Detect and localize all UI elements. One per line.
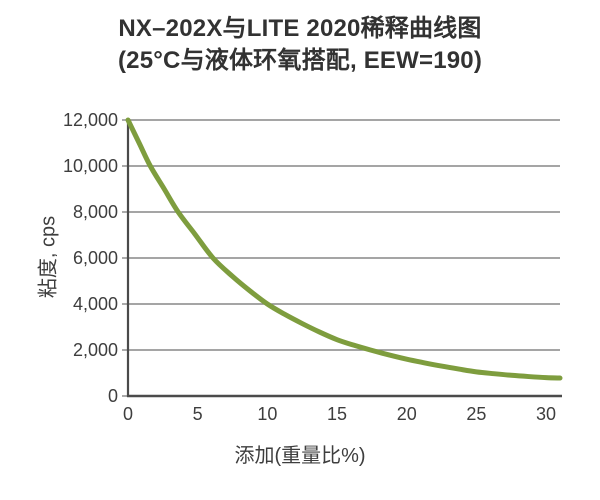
x-tick-label: 5	[192, 404, 203, 424]
y-tick-label: 2,000	[72, 340, 118, 360]
y-tick-label: 8,000	[72, 202, 118, 222]
chart-subtitle: (25°C与液体环氧搭配, EEW=190)	[117, 47, 483, 74]
x-tick-label: 20	[396, 404, 417, 424]
y-tick-label: 4,000	[72, 294, 118, 314]
x-tick-label: 0	[122, 404, 134, 424]
x-axis-title: 添加(重量比%)	[234, 445, 366, 467]
x-tick-label: 10	[257, 404, 278, 424]
dilution-curve	[125, 117, 563, 381]
y-tick-label: 10,000	[62, 156, 118, 176]
y-tick-label: 6,000	[72, 248, 118, 268]
y-axis-title: 粘度, cps	[37, 215, 60, 299]
chart-title: NX–202X与LITE 2020稀释曲线图	[118, 15, 482, 42]
x-tick-label: 15	[327, 404, 348, 424]
x-tick-label: 25	[466, 404, 487, 424]
y-tick-label: 12,000	[62, 110, 118, 130]
y-tick-label: 0	[107, 386, 118, 406]
x-tick-label: 30	[536, 404, 557, 424]
chart-title-block: NX–202X与LITE 2020稀释曲线图 (25°C与液体环氧搭配, EEW…	[0, 13, 600, 77]
